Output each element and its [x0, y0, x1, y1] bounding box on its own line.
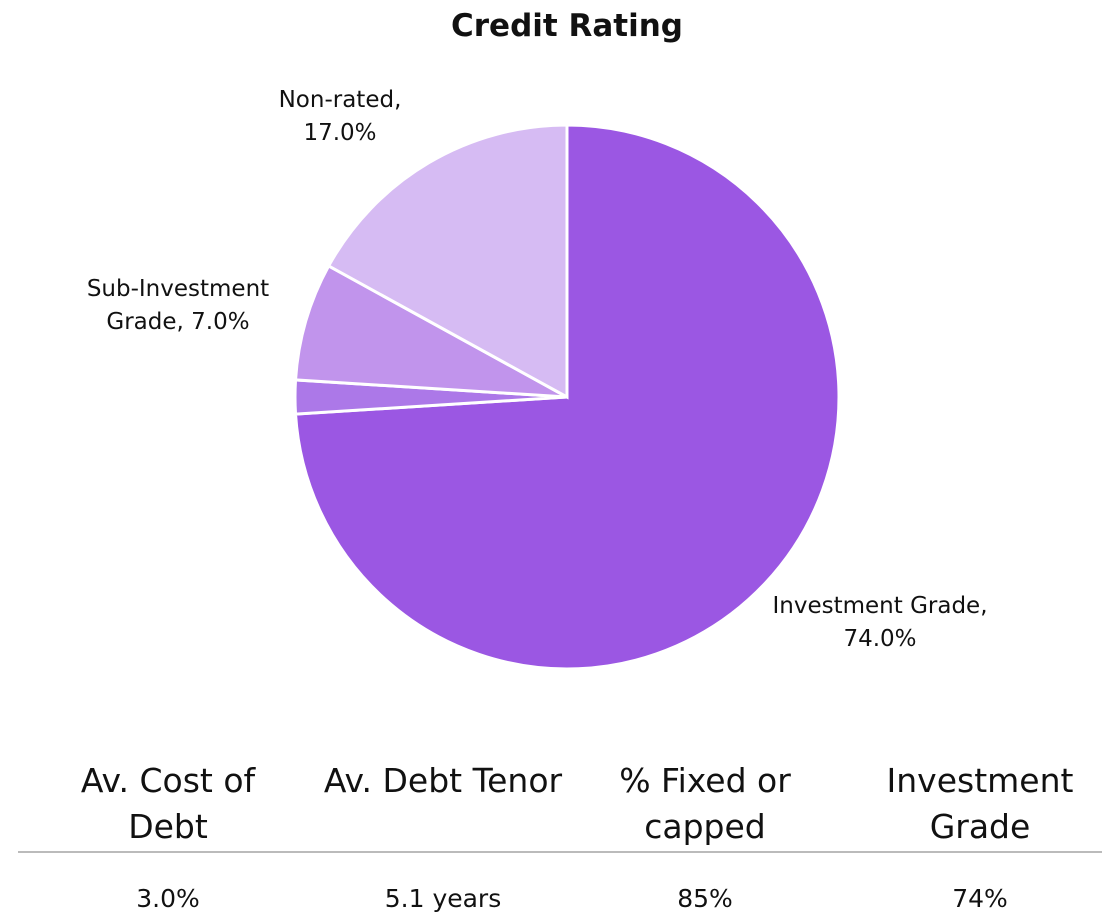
table-cell: 5.1 years — [384, 884, 502, 913]
table-cell: 74% — [952, 884, 1008, 913]
slice-label: Investment Grade, 74.0% — [770, 590, 990, 656]
slice-value-label: 17.0% — [303, 120, 377, 146]
slice-category: Investment Grade, — [772, 593, 988, 619]
table-rule — [18, 851, 1102, 853]
pie-slice — [293, 263, 568, 399]
slice-category: Non-rated, — [278, 87, 402, 113]
table-header: Av. Cost of Debt — [80, 761, 256, 846]
pie-slice — [326, 123, 569, 400]
table-header: Av. Debt Tenor — [323, 761, 563, 800]
table-cell: 3.0% — [136, 884, 200, 913]
chart-title: Credit Rating — [451, 8, 683, 44]
slice-category: Sub-Investment Grade, — [86, 276, 270, 335]
slice-value-label: 7.0% — [191, 309, 250, 335]
slice-value-label: 74.0% — [843, 626, 917, 652]
slice-label: Sub-Investment Grade, 7.0% — [58, 273, 298, 339]
table-header: Investment Grade — [886, 761, 1074, 846]
slice-label: Non-rated, 17.0% — [240, 84, 440, 150]
table-header: % Fixed or capped — [619, 761, 791, 846]
table-cell: 85% — [677, 884, 733, 913]
